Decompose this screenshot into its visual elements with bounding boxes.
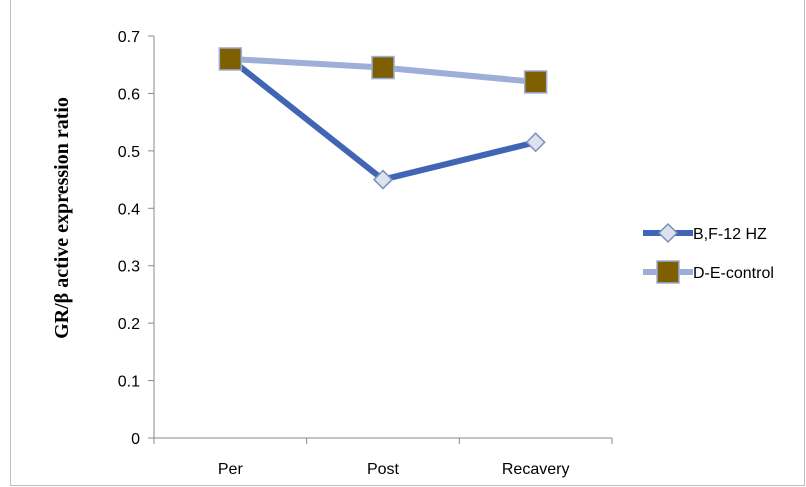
legend-label: B,F-12 HZ — [693, 226, 767, 243]
y-ticks: 0 0.1 0.2 0.3 0.4 0.5 0.6 0.7 — [118, 29, 154, 448]
y-tick-label: 0.6 — [118, 86, 140, 103]
x-tick-label: Recavery — [502, 461, 570, 478]
legend-swatch-marker — [657, 222, 679, 244]
chart-frame — [10, 0, 805, 486]
legend-swatch-marker — [656, 260, 680, 284]
series-markers — [218, 47, 548, 190]
series-1-point — [372, 169, 394, 190]
y-tick-label: 0.2 — [118, 316, 140, 333]
y-tick-label: 0 — [131, 431, 140, 448]
series-2-point — [371, 55, 395, 80]
axes: 0 0.1 0.2 0.3 0.4 0.5 0.6 0.7 Per Post Recavery — [118, 29, 613, 478]
legend: B,F-12 HZ D-E-control — [643, 222, 774, 284]
y-tick-label: 0.3 — [118, 259, 140, 276]
x-tick-label: Per — [218, 461, 244, 478]
y-tick-label: 0.4 — [118, 201, 140, 218]
series-2-point — [523, 70, 548, 94]
y-axis-label: GR/β active expression ratio — [51, 97, 73, 339]
legend-label: D-E-control — [693, 265, 774, 282]
series-1-point — [525, 132, 546, 153]
series-2-point — [218, 47, 243, 71]
y-tick-label: 0.7 — [118, 29, 140, 46]
y-tick-label: 0.5 — [118, 144, 140, 161]
x-tick-label: Post — [367, 461, 400, 478]
y-tick-label: 0.1 — [118, 374, 140, 391]
x-ticks: Per Post Recavery — [153, 438, 613, 478]
